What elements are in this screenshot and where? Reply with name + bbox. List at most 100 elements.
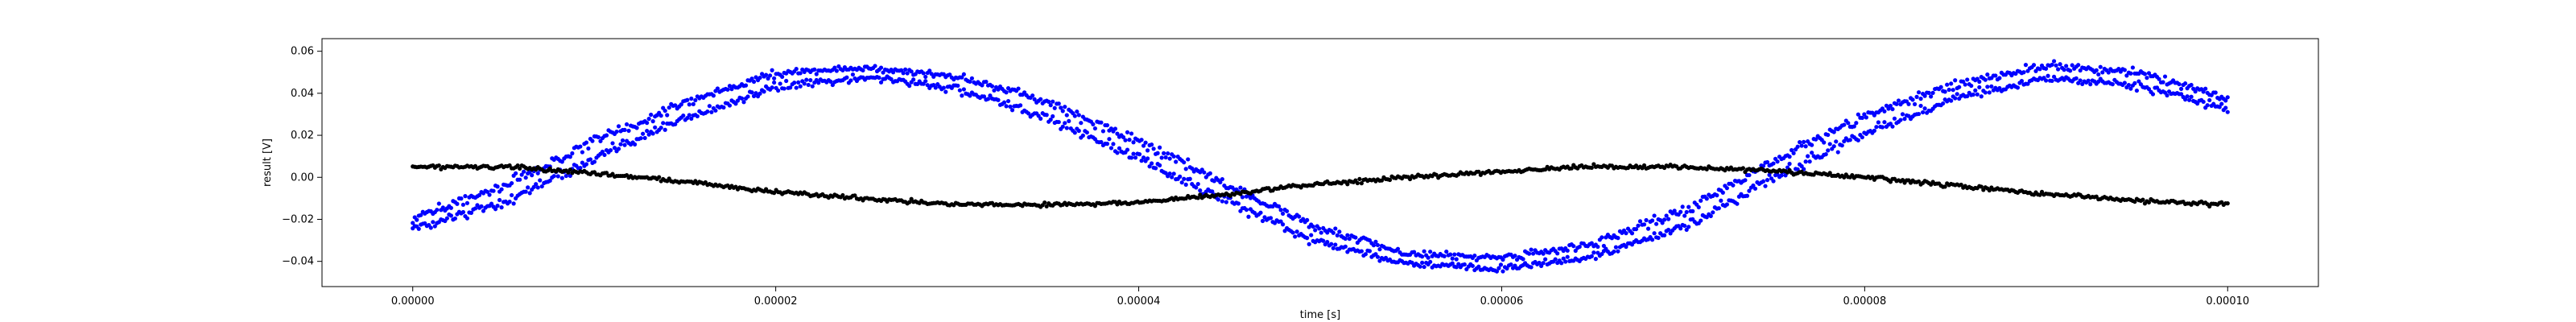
axes-frame (321, 38, 2319, 287)
data-point (1064, 113, 1069, 118)
data-point (832, 65, 837, 70)
data-point (1476, 169, 1481, 174)
data-point (901, 71, 906, 76)
data-point (1977, 85, 1982, 90)
data-point (2219, 101, 2224, 106)
data-point (1001, 100, 1007, 105)
data-point (1708, 213, 1713, 218)
data-point (578, 144, 583, 149)
data-point (1724, 202, 1729, 207)
data-point (1501, 257, 1505, 262)
data-point (469, 210, 474, 215)
data-point (2150, 92, 2156, 97)
data-point (1412, 250, 1417, 254)
data-point (1807, 159, 1812, 164)
data-point (739, 96, 745, 101)
data-point (1063, 105, 1067, 109)
data-point (1803, 159, 1808, 164)
data-point (1141, 143, 1146, 148)
data-point (1653, 221, 1659, 226)
data-point (1131, 140, 1136, 145)
data-point (1329, 242, 1334, 246)
data-point (487, 192, 492, 197)
data-point (1910, 97, 1915, 102)
data-point (689, 116, 694, 122)
data-point (1290, 230, 1295, 235)
data-point (1912, 101, 1918, 107)
data-point (590, 138, 595, 143)
x-tick-label: 0.00006 (1480, 295, 1524, 308)
data-point (1016, 86, 1021, 91)
data-point (933, 85, 938, 90)
data-point (1743, 178, 1748, 183)
data-point (626, 128, 631, 134)
data-point (1145, 148, 1150, 153)
data-point (1993, 73, 1998, 78)
data-point (1686, 225, 1691, 229)
data-point (2124, 73, 2129, 78)
data-point (1872, 128, 1876, 133)
data-point (1600, 235, 1604, 240)
data-point (530, 173, 535, 178)
data-point (1842, 138, 1847, 144)
data-point (1916, 179, 1922, 184)
data-point (1543, 257, 1548, 262)
data-point (687, 102, 691, 107)
data-point (2046, 73, 2050, 78)
y-tick-label: 0.00 (291, 171, 314, 184)
data-point (889, 76, 894, 81)
data-point (493, 207, 498, 212)
data-point (1662, 217, 1667, 222)
data-point (1387, 177, 1393, 183)
data-point (1752, 186, 1758, 191)
data-point (1117, 146, 1122, 151)
data-point (650, 119, 655, 124)
data-point (1285, 208, 1290, 213)
data-point (1187, 176, 1192, 181)
data-point (515, 163, 520, 168)
data-point (1616, 236, 1620, 241)
data-point (1470, 263, 1475, 268)
data-point (1771, 161, 1776, 166)
data-point (1294, 229, 1299, 234)
data-point (1951, 88, 1955, 93)
data-point (691, 101, 696, 106)
data-point (2161, 80, 2165, 85)
data-point (1731, 183, 1736, 188)
data-point (715, 86, 720, 91)
data-point (2128, 86, 2133, 91)
data-point (1810, 142, 1814, 147)
data-point (1989, 84, 1994, 89)
data-point (909, 69, 914, 74)
data-point (559, 159, 564, 164)
data-point (1104, 142, 1110, 147)
data-point (435, 208, 440, 213)
data-point (570, 151, 575, 156)
data-point (1787, 155, 1792, 159)
data-point (2122, 68, 2127, 72)
x-tick-label: 0.00008 (1843, 295, 1886, 308)
data-point (1684, 227, 1689, 233)
data-point (1929, 94, 1934, 99)
data-point (685, 116, 690, 121)
data-point (614, 129, 619, 134)
data-point (1672, 208, 1677, 213)
data-point (432, 224, 437, 229)
data-point (1577, 244, 1582, 250)
data-point (1281, 211, 1286, 216)
data-point (1198, 192, 1203, 197)
data-point (1668, 231, 1673, 236)
data-point (1115, 151, 1120, 155)
data-point (1363, 252, 1368, 257)
data-point (1379, 178, 1385, 183)
data-point (665, 113, 670, 118)
data-point (1317, 226, 1322, 231)
x-tick-label: 0.00002 (754, 295, 798, 308)
data-point (1880, 125, 1885, 130)
data-point (751, 93, 757, 98)
data-point (834, 68, 839, 73)
data-point (1704, 196, 1709, 201)
data-point (2062, 68, 2066, 72)
data-point (2098, 64, 2103, 69)
